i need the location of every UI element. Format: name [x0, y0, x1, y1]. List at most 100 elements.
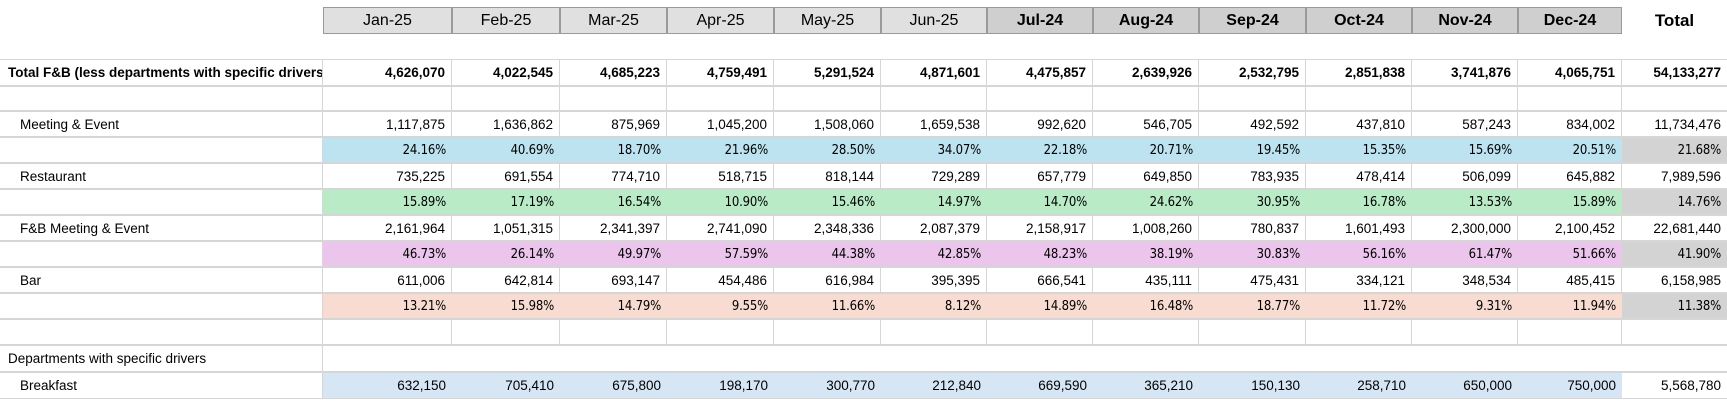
- pct-cell[interactable]: 24.62%: [1093, 189, 1199, 215]
- value-cell[interactable]: 2,741,090: [667, 215, 774, 241]
- pct-cell[interactable]: 40.69%: [452, 137, 560, 163]
- pct-cell[interactable]: 30.83%: [1199, 241, 1306, 267]
- value-cell[interactable]: 485,415: [1518, 267, 1622, 293]
- total-cell[interactable]: 11,734,476: [1622, 111, 1727, 137]
- value-cell[interactable]: 2,532,795: [1199, 59, 1306, 86]
- pct-cell[interactable]: 15.89%: [1518, 189, 1622, 215]
- pct-cell[interactable]: 57.59%: [667, 241, 774, 267]
- value-cell[interactable]: 1,636,862: [452, 111, 560, 137]
- pct-cell[interactable]: 20.71%: [1093, 137, 1199, 163]
- value-cell[interactable]: 212,840: [881, 372, 987, 399]
- pct-total-cell[interactable]: 14.76%: [1622, 189, 1727, 215]
- value-cell[interactable]: 669,590: [987, 372, 1093, 399]
- value-cell[interactable]: 616,984: [774, 267, 881, 293]
- value-cell[interactable]: 657,779: [987, 163, 1093, 189]
- value-cell[interactable]: 365,210: [1093, 372, 1199, 399]
- month-header[interactable]: Oct-24: [1306, 7, 1412, 34]
- pct-cell[interactable]: 51.66%: [1518, 241, 1622, 267]
- pct-cell[interactable]: 49.97%: [560, 241, 667, 267]
- pct-cell[interactable]: 44.38%: [774, 241, 881, 267]
- pct-cell[interactable]: 11.94%: [1518, 293, 1622, 319]
- value-cell[interactable]: 475,431: [1199, 267, 1306, 293]
- month-header[interactable]: Mar-25: [560, 7, 667, 34]
- total-cell[interactable]: 54,133,277: [1622, 59, 1727, 86]
- value-cell[interactable]: 750,000: [1518, 372, 1622, 399]
- value-cell[interactable]: 735,225: [323, 163, 452, 189]
- pct-cell[interactable]: 14.89%: [987, 293, 1093, 319]
- month-header[interactable]: Nov-24: [1412, 7, 1518, 34]
- pct-cell[interactable]: 15.69%: [1412, 137, 1518, 163]
- pct-cell[interactable]: 22.18%: [987, 137, 1093, 163]
- total-cell[interactable]: 22,681,440: [1622, 215, 1727, 241]
- pct-cell[interactable]: 56.16%: [1306, 241, 1412, 267]
- value-cell[interactable]: 4,065,751: [1518, 59, 1622, 86]
- pct-cell[interactable]: 16.78%: [1306, 189, 1412, 215]
- pct-cell[interactable]: 24.16%: [323, 137, 452, 163]
- value-cell[interactable]: 435,111: [1093, 267, 1199, 293]
- value-cell[interactable]: 642,814: [452, 267, 560, 293]
- month-header[interactable]: Feb-25: [452, 7, 560, 34]
- value-cell[interactable]: 1,008,260: [1093, 215, 1199, 241]
- month-header[interactable]: Jan-25: [323, 7, 452, 34]
- pct-cell[interactable]: 9.31%: [1412, 293, 1518, 319]
- value-cell[interactable]: 4,685,223: [560, 59, 667, 86]
- pct-cell[interactable]: 11.72%: [1306, 293, 1412, 319]
- total-cell[interactable]: 6,158,985: [1622, 267, 1727, 293]
- value-cell[interactable]: 992,620: [987, 111, 1093, 137]
- value-cell[interactable]: 2,639,926: [1093, 59, 1199, 86]
- value-cell[interactable]: 4,475,857: [987, 59, 1093, 86]
- month-header[interactable]: Jul-24: [987, 7, 1093, 34]
- value-cell[interactable]: 4,871,601: [881, 59, 987, 86]
- value-cell[interactable]: 650,000: [1412, 372, 1518, 399]
- total-cell[interactable]: 7,989,596: [1622, 163, 1727, 189]
- pct-cell[interactable]: 15.35%: [1306, 137, 1412, 163]
- pct-cell[interactable]: 34.07%: [881, 137, 987, 163]
- value-cell[interactable]: 2,348,336: [774, 215, 881, 241]
- value-cell[interactable]: 632,150: [323, 372, 452, 399]
- value-cell[interactable]: 875,969: [560, 111, 667, 137]
- month-header[interactable]: Aug-24: [1093, 7, 1199, 34]
- value-cell[interactable]: 4,022,545: [452, 59, 560, 86]
- month-header[interactable]: Sep-24: [1199, 7, 1306, 34]
- value-cell[interactable]: 1,659,538: [881, 111, 987, 137]
- pct-cell[interactable]: 9.55%: [667, 293, 774, 319]
- pct-cell[interactable]: 17.19%: [452, 189, 560, 215]
- value-cell[interactable]: 1,508,060: [774, 111, 881, 137]
- value-cell[interactable]: 437,810: [1306, 111, 1412, 137]
- pct-cell[interactable]: 21.96%: [667, 137, 774, 163]
- month-header[interactable]: Jun-25: [881, 7, 987, 34]
- value-cell[interactable]: 395,395: [881, 267, 987, 293]
- value-cell[interactable]: 454,486: [667, 267, 774, 293]
- pct-cell[interactable]: 14.70%: [987, 189, 1093, 215]
- value-cell[interactable]: 834,002: [1518, 111, 1622, 137]
- pct-cell[interactable]: 38.19%: [1093, 241, 1199, 267]
- value-cell[interactable]: 348,534: [1412, 267, 1518, 293]
- pct-cell[interactable]: 19.45%: [1199, 137, 1306, 163]
- value-cell[interactable]: 4,626,070: [323, 59, 452, 86]
- pct-total-cell[interactable]: 21.68%: [1622, 137, 1727, 163]
- value-cell[interactable]: 300,770: [774, 372, 881, 399]
- pct-cell[interactable]: 26.14%: [452, 241, 560, 267]
- value-cell[interactable]: 645,882: [1518, 163, 1622, 189]
- value-cell[interactable]: 1,117,875: [323, 111, 452, 137]
- pct-cell[interactable]: 10.90%: [667, 189, 774, 215]
- pct-cell[interactable]: 16.54%: [560, 189, 667, 215]
- total-header[interactable]: Total: [1622, 7, 1727, 34]
- pct-cell[interactable]: 15.46%: [774, 189, 881, 215]
- pct-cell[interactable]: 15.98%: [452, 293, 560, 319]
- pct-cell[interactable]: 61.47%: [1412, 241, 1518, 267]
- pct-cell[interactable]: 46.73%: [323, 241, 452, 267]
- value-cell[interactable]: 729,289: [881, 163, 987, 189]
- pct-cell[interactable]: 16.48%: [1093, 293, 1199, 319]
- value-cell[interactable]: 546,705: [1093, 111, 1199, 137]
- value-cell[interactable]: 2,300,000: [1412, 215, 1518, 241]
- month-header[interactable]: Dec-24: [1518, 7, 1622, 34]
- pct-cell[interactable]: 13.21%: [323, 293, 452, 319]
- value-cell[interactable]: 1,051,315: [452, 215, 560, 241]
- value-cell[interactable]: 691,554: [452, 163, 560, 189]
- pct-cell[interactable]: 13.53%: [1412, 189, 1518, 215]
- value-cell[interactable]: 587,243: [1412, 111, 1518, 137]
- pct-total-cell[interactable]: 41.90%: [1622, 241, 1727, 267]
- value-cell[interactable]: 611,006: [323, 267, 452, 293]
- value-cell[interactable]: 3,741,876: [1412, 59, 1518, 86]
